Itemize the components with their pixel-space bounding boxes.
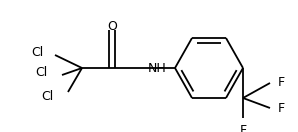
Text: Cl: Cl: [42, 89, 54, 103]
Text: F: F: [239, 124, 246, 132]
Text: F: F: [278, 76, 285, 88]
Text: F: F: [278, 102, 285, 114]
Text: NH: NH: [148, 62, 167, 74]
Text: Cl: Cl: [36, 65, 48, 79]
Text: O: O: [107, 20, 117, 33]
Text: Cl: Cl: [32, 46, 44, 58]
